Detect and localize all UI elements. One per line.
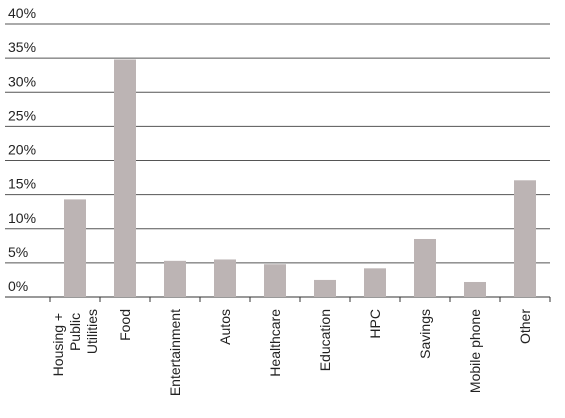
y-tick-label: 35% bbox=[8, 39, 36, 55]
label-line: Other bbox=[517, 309, 533, 344]
bar bbox=[464, 281, 486, 297]
x-tick-label: Education bbox=[317, 309, 333, 371]
bar bbox=[64, 199, 86, 297]
y-tick-label: 0% bbox=[8, 278, 28, 294]
label-line: Housing + bbox=[50, 309, 66, 376]
x-tick-label: Food bbox=[117, 309, 133, 341]
y-tick-label: 5% bbox=[8, 244, 28, 260]
label-line: Education bbox=[317, 309, 333, 371]
x-tick-label: Other bbox=[517, 309, 533, 344]
x-tick-label: Entertainment bbox=[167, 309, 183, 396]
y-tick-label: 40% bbox=[8, 5, 36, 21]
label-line: Savings bbox=[417, 309, 433, 359]
bar bbox=[214, 259, 236, 297]
x-tick-label: Healthcare bbox=[267, 309, 283, 377]
label-line: Utilities bbox=[84, 309, 100, 354]
label-line: Food bbox=[117, 309, 133, 341]
y-tick-label: 30% bbox=[8, 73, 36, 89]
bar bbox=[264, 264, 286, 297]
label-line: Public bbox=[67, 309, 83, 351]
label-line: Autos bbox=[217, 309, 233, 345]
bar bbox=[414, 238, 436, 297]
y-tick-label: 25% bbox=[8, 107, 36, 123]
x-tick-label: Savings bbox=[417, 309, 433, 359]
label-line: HPC bbox=[367, 309, 383, 339]
y-tick-label: 10% bbox=[8, 210, 36, 226]
bar bbox=[164, 260, 186, 297]
x-tick-label: Housing + Public Utilities bbox=[50, 309, 100, 376]
x-tick-label: Autos bbox=[217, 309, 233, 345]
bar bbox=[514, 180, 536, 297]
label-line: Mobile phone bbox=[467, 309, 483, 393]
x-tick-label: Mobile phone bbox=[467, 309, 483, 393]
y-tick-label: 20% bbox=[8, 142, 36, 158]
y-tick-label: 15% bbox=[8, 176, 36, 192]
label-line: Entertainment bbox=[167, 309, 183, 396]
x-tick-label: HPC bbox=[367, 309, 383, 339]
label-line: Healthcare bbox=[267, 309, 283, 377]
bar bbox=[364, 268, 386, 297]
bar bbox=[314, 279, 336, 297]
bar bbox=[114, 59, 136, 297]
